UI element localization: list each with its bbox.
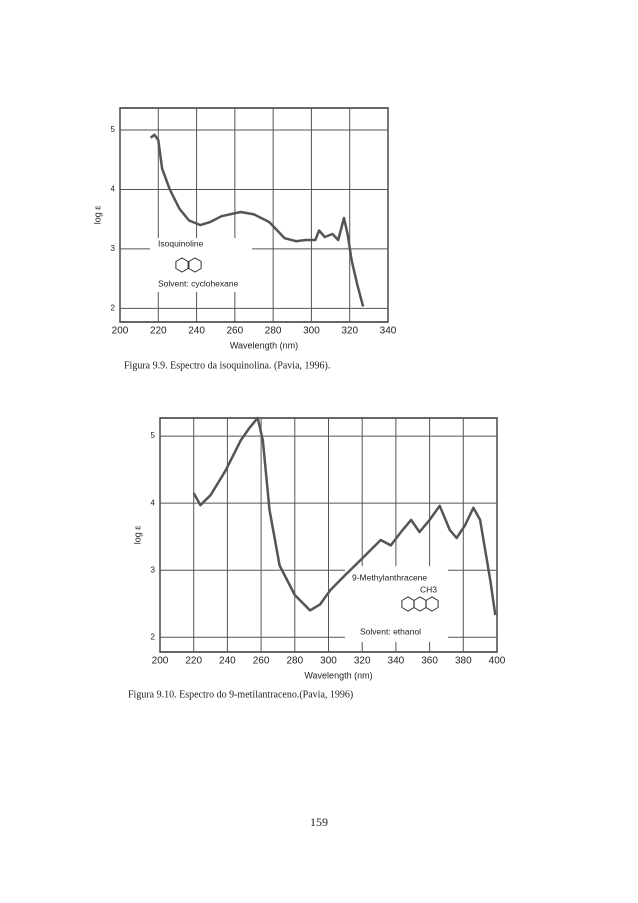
x-tick-label: 260 (253, 656, 270, 667)
molecule (401, 596, 439, 612)
figure-caption: Figura 9.9. Espectro da isoquinolina. (P… (124, 360, 330, 371)
x-axis-label: Wavelength (nm) (230, 340, 298, 350)
y-tick-label: 5 (111, 125, 116, 134)
ring (425, 596, 439, 612)
x-tick-label: 400 (489, 656, 506, 667)
legend-box (345, 566, 448, 642)
y-tick-label: 5 (151, 431, 156, 440)
y-axis-label: log ε (132, 526, 142, 545)
x-tick-label: 320 (341, 326, 358, 337)
x-tick-label: 340 (388, 656, 405, 667)
x-tick-label: 340 (380, 326, 397, 337)
x-tick-label: 220 (185, 656, 202, 667)
page-number: 159 (310, 815, 328, 829)
y-tick-label: 3 (151, 565, 156, 574)
x-tick-label: 240 (219, 656, 236, 667)
x-tick-label: 280 (286, 656, 303, 667)
annotation: Isoquinoline (158, 238, 204, 248)
y-tick-label: 4 (111, 185, 116, 194)
x-tick-label: 200 (152, 656, 169, 667)
spectrum-line (149, 133, 365, 307)
y-tick-label: 2 (151, 632, 156, 641)
x-tick-label: 300 (320, 656, 337, 667)
x-axis-label: Wavelength (nm) (304, 670, 372, 680)
spectrum-line (192, 416, 497, 616)
x-tick-label: 200 (112, 326, 129, 337)
y-tick-label: 3 (111, 244, 116, 253)
x-tick-label: 220 (150, 326, 167, 337)
y-axis-label: log ε (92, 206, 102, 225)
molecule (175, 257, 202, 273)
annotation: Solvent: ethanol (360, 626, 421, 636)
ring (188, 257, 202, 273)
x-tick-label: 320 (354, 656, 371, 667)
x-tick-label: 360 (421, 656, 438, 667)
y-tick-label: 4 (151, 498, 156, 507)
x-tick-label: 380 (455, 656, 472, 667)
x-tick-label: 240 (188, 326, 205, 337)
x-tick-label: 260 (227, 326, 244, 337)
x-tick-label: 280 (265, 326, 282, 337)
annotation: Solvent: cyclohexane (158, 278, 239, 288)
annotation: 9-Methylanthracene (352, 572, 427, 582)
annotation: CH3 (420, 584, 437, 594)
x-tick-label: 300 (303, 326, 320, 337)
ring (175, 257, 189, 273)
y-tick-label: 2 (111, 303, 116, 312)
figure-caption: Figura 9.10. Espectro do 9-metilantracen… (128, 689, 353, 700)
